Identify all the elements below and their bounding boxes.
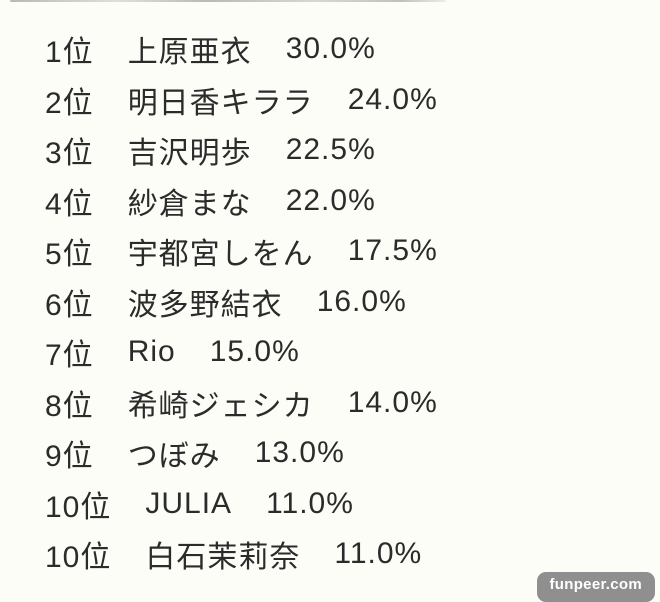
percentage-label: 13.0%: [254, 436, 345, 470]
name-label: 吉沢明歩: [127, 137, 252, 171]
percentage-label: 15.0%: [209, 335, 300, 369]
percentage-label: 16.0%: [316, 284, 407, 318]
name-label: Rio: [127, 335, 176, 369]
percentage-label: 17.5%: [347, 234, 438, 268]
watermark-badge: funpeer.com: [536, 572, 655, 602]
name-label: 希崎ジェシカ: [127, 389, 314, 423]
name-label: 波多野結衣: [127, 288, 283, 322]
name-label: 明日香キララ: [127, 86, 314, 120]
ranking-row: 2位 明日香キララ 24.0%: [45, 75, 652, 126]
ranking-row: 8位 希崎ジェシカ 14.0%: [45, 378, 652, 429]
ranking-row: 9位 つぼみ 13.0%: [45, 428, 652, 479]
percentage-label: 11.0%: [334, 537, 423, 571]
ranking-row: 7位 Rio 15.0%: [45, 327, 652, 378]
name-label: JULIA: [145, 486, 233, 520]
watermark-label: funpeer.com: [549, 576, 642, 593]
ranking-row: 3位 吉沢明歩 22.5%: [45, 125, 652, 176]
ranking-list: 1位 上原亜衣 30.0% 2位 明日香キララ 24.0% 3位 吉沢明歩 22…: [45, 24, 652, 580]
percentage-label: 11.0%: [266, 486, 354, 520]
rank-label: 9位: [45, 440, 94, 474]
ranking-row: 1位 上原亜衣 30.0%: [45, 24, 652, 75]
rank-label: 8位: [45, 389, 94, 423]
ranking-row: 10位 JULIA 11.0%: [45, 479, 652, 530]
rank-label: 7位: [45, 339, 94, 373]
percentage-label: 22.0%: [285, 183, 376, 217]
rank-label: 10位: [45, 541, 112, 575]
ranking-row: 5位 宇都宮しをん 17.5%: [45, 226, 652, 277]
ranking-row: 6位 波多野結衣 16.0%: [45, 277, 652, 328]
ranking-row: 4位 紗倉まな 22.0%: [45, 176, 652, 227]
rank-label: 1位: [45, 36, 94, 70]
rank-label: 6位: [45, 288, 94, 322]
rank-label: 2位: [45, 86, 94, 120]
percentage-label: 24.0%: [347, 82, 438, 116]
rank-label: 10位: [45, 490, 112, 524]
percentage-label: 30.0%: [285, 32, 376, 66]
percentage-label: 14.0%: [347, 385, 438, 419]
percentage-label: 22.5%: [285, 133, 376, 167]
name-label: 宇都宮しをん: [127, 238, 314, 272]
name-label: つぼみ: [127, 440, 221, 474]
rank-label: 4位: [45, 187, 94, 221]
scan-artifact-line: [10, 0, 446, 2]
rank-label: 3位: [45, 137, 94, 171]
rank-label: 5位: [45, 238, 94, 272]
name-label: 紗倉まな: [127, 187, 252, 221]
name-label: 上原亜衣: [127, 36, 252, 70]
ranking-row: 10位 白石茉莉奈 11.0%: [45, 529, 652, 580]
name-label: 白石茉莉奈: [145, 541, 301, 575]
